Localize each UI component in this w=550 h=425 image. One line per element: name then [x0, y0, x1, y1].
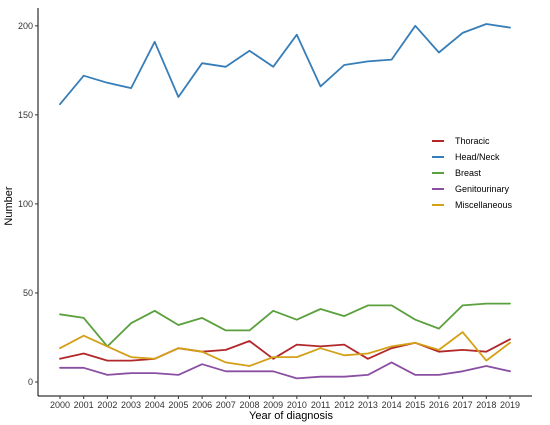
x-tick-label: 2005 [168, 400, 188, 410]
legend-label-miscellaneous: Miscellaneous [455, 200, 513, 210]
axes: 0 50 100 150 200 2000 2001 2002 2003 2004 2005 2006… [18, 8, 532, 410]
series-line-head-neck [59, 23, 511, 106]
x-tick-label: 2017 [453, 400, 473, 410]
x-tick-label: 2014 [382, 400, 402, 410]
legend-label-breast: Breast [455, 168, 482, 178]
x-tick-label: 2012 [334, 400, 354, 410]
series-layer [59, 23, 511, 380]
series-line-miscellaneous [59, 331, 511, 367]
series-line-breast [59, 302, 511, 348]
x-tick-label: 2008 [239, 400, 259, 410]
y-tick-label: 150 [18, 110, 33, 120]
x-tick-label: 2019 [500, 400, 520, 410]
series-line-genitourinary [59, 361, 511, 380]
x-tick-label: 2011 [311, 400, 330, 410]
series-line-thoracic [59, 338, 511, 362]
x-axis-title: Year of diagnosis [249, 410, 333, 422]
y-tick-label: 50 [23, 288, 33, 298]
legend-label-thoracic: Thoracic [455, 136, 490, 146]
x-tick-label: 2007 [216, 400, 236, 410]
legend-label-head-neck: Head/Neck [455, 152, 500, 162]
x-tick-label: 2006 [192, 400, 212, 410]
x-tick-label: 2018 [476, 400, 496, 410]
x-tick-label: 2001 [74, 400, 94, 410]
legend: Thoracic Head/Neck Breast Genitourinary Misc… [432, 136, 513, 210]
x-tick-label: 2000 [50, 400, 70, 410]
x-tick-label: 2013 [358, 400, 378, 410]
legend-label-genitourinary: Genitourinary [455, 184, 510, 194]
y-axis-title: Number [3, 186, 15, 225]
x-tick-label: 2010 [287, 400, 307, 410]
x-tick-label: 2016 [429, 400, 449, 410]
x-tick-label: 2015 [405, 400, 425, 410]
y-tick-label: 200 [18, 21, 33, 31]
x-tick-label: 2003 [121, 400, 141, 410]
y-tick-label: 100 [18, 199, 33, 209]
x-tick-label: 2004 [145, 400, 165, 410]
x-tick-label: 2002 [97, 400, 117, 410]
x-tick-label: 2009 [263, 400, 283, 410]
y-tick-label: 0 [28, 377, 33, 387]
